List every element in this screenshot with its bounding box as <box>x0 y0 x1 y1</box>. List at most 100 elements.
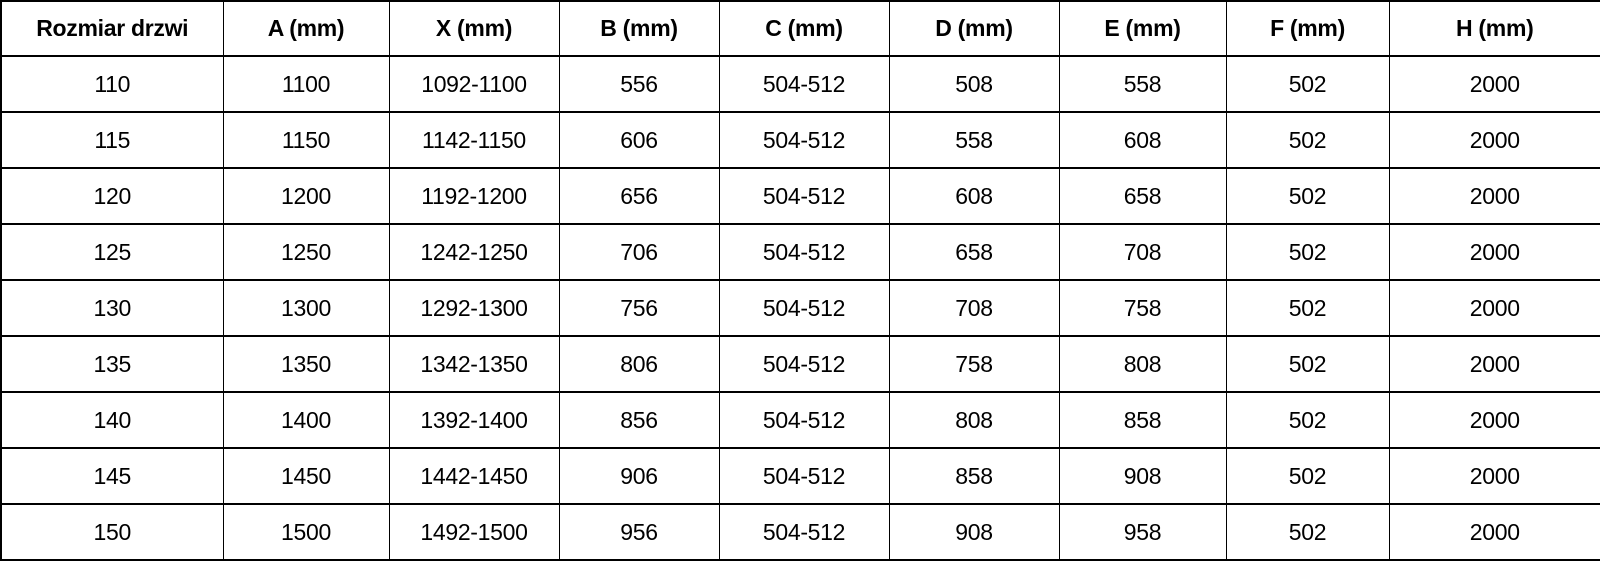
column-header: H (mm) <box>1388 0 1600 57</box>
table-cell: 502 <box>1225 447 1390 505</box>
table-cell: 1092-1100 <box>388 55 560 113</box>
table-cell: 2000 <box>1388 223 1600 281</box>
table-cell: 608 <box>888 167 1060 225</box>
table-cell: 758 <box>1058 279 1227 337</box>
table-header: Rozmiar drzwi A (mm) X (mm) B (mm) C (mm) D (… <box>0 0 1600 57</box>
table-cell: 110 <box>0 55 224 113</box>
table-row: 130 1300 1292-1300 756 504-512 708 758 502 2000 <box>0 279 1600 337</box>
table-cell: 1400 <box>222 391 390 449</box>
table-cell: 1142-1150 <box>388 111 560 169</box>
table-cell: 140 <box>0 391 224 449</box>
table-cell: 2000 <box>1388 335 1600 393</box>
table-cell: 135 <box>0 335 224 393</box>
table-cell: 1442-1450 <box>388 447 560 505</box>
table-cell: 858 <box>888 447 1060 505</box>
table-cell: 2000 <box>1388 391 1600 449</box>
table-cell: 130 <box>0 279 224 337</box>
table-row: 135 1350 1342-1350 806 504-512 758 808 502 2000 <box>0 335 1600 393</box>
table-cell: 1342-1350 <box>388 335 560 393</box>
table-cell: 502 <box>1225 279 1390 337</box>
table-cell: 708 <box>888 279 1060 337</box>
table-cell: 120 <box>0 167 224 225</box>
table-cell: 1500 <box>222 503 390 561</box>
table-cell: 502 <box>1225 335 1390 393</box>
table-cell: 504-512 <box>718 167 890 225</box>
table-cell: 2000 <box>1388 279 1600 337</box>
table-cell: 858 <box>1058 391 1227 449</box>
table-cell: 658 <box>1058 167 1227 225</box>
table-cell: 504-512 <box>718 223 890 281</box>
table-cell: 658 <box>888 223 1060 281</box>
table-cell: 150 <box>0 503 224 561</box>
table-cell: 502 <box>1225 167 1390 225</box>
table-cell: 504-512 <box>718 111 890 169</box>
table-cell: 2000 <box>1388 167 1600 225</box>
column-header: F (mm) <box>1225 0 1390 57</box>
table-cell: 1392-1400 <box>388 391 560 449</box>
table-cell: 502 <box>1225 111 1390 169</box>
table-cell: 2000 <box>1388 55 1600 113</box>
table-cell: 558 <box>1058 55 1227 113</box>
table-row: 125 1250 1242-1250 706 504-512 658 708 502 2000 <box>0 223 1600 281</box>
table-cell: 502 <box>1225 391 1390 449</box>
table-cell: 656 <box>558 167 720 225</box>
table-cell: 606 <box>558 111 720 169</box>
table-cell: 556 <box>558 55 720 113</box>
table-cell: 502 <box>1225 503 1390 561</box>
table-cell: 2000 <box>1388 503 1600 561</box>
table-cell: 706 <box>558 223 720 281</box>
column-header: B (mm) <box>558 0 720 57</box>
table-cell: 856 <box>558 391 720 449</box>
table-cell: 504-512 <box>718 55 890 113</box>
table-row: 150 1500 1492-1500 956 504-512 908 958 502 2000 <box>0 503 1600 561</box>
table-cell: 1242-1250 <box>388 223 560 281</box>
table-cell: 1350 <box>222 335 390 393</box>
table-body: 110 1100 1092-1100 556 504-512 508 558 502 2000 1… <box>0 55 1600 561</box>
table-cell: 504-512 <box>718 503 890 561</box>
column-header: E (mm) <box>1058 0 1227 57</box>
table-cell: 908 <box>1058 447 1227 505</box>
table-cell: 508 <box>888 55 1060 113</box>
column-header: X (mm) <box>388 0 560 57</box>
table-cell: 1450 <box>222 447 390 505</box>
table-cell: 558 <box>888 111 1060 169</box>
table-cell: 808 <box>888 391 1060 449</box>
table-cell: 504-512 <box>718 447 890 505</box>
table-cell: 756 <box>558 279 720 337</box>
table-row: 140 1400 1392-1400 856 504-512 808 858 502 2000 <box>0 391 1600 449</box>
table-cell: 1200 <box>222 167 390 225</box>
table-cell: 906 <box>558 447 720 505</box>
table-cell: 806 <box>558 335 720 393</box>
table-cell: 908 <box>888 503 1060 561</box>
table-cell: 1250 <box>222 223 390 281</box>
table-cell: 1292-1300 <box>388 279 560 337</box>
table-cell: 958 <box>1058 503 1227 561</box>
column-header: C (mm) <box>718 0 890 57</box>
table-cell: 1300 <box>222 279 390 337</box>
table-header-row: Rozmiar drzwi A (mm) X (mm) B (mm) C (mm) D (… <box>0 0 1600 57</box>
table-row: 115 1150 1142-1150 606 504-512 558 608 502 2000 <box>0 111 1600 169</box>
table-cell: 125 <box>0 223 224 281</box>
table-cell: 956 <box>558 503 720 561</box>
table-cell: 504-512 <box>718 391 890 449</box>
table-cell: 708 <box>1058 223 1227 281</box>
table-cell: 1150 <box>222 111 390 169</box>
table-cell: 502 <box>1225 55 1390 113</box>
table-row: 120 1200 1192-1200 656 504-512 608 658 502 2000 <box>0 167 1600 225</box>
table-cell: 2000 <box>1388 447 1600 505</box>
table-cell: 1492-1500 <box>388 503 560 561</box>
table-cell: 2000 <box>1388 111 1600 169</box>
column-header: D (mm) <box>888 0 1060 57</box>
table-cell: 1100 <box>222 55 390 113</box>
table-row: 110 1100 1092-1100 556 504-512 508 558 502 2000 <box>0 55 1600 113</box>
table-cell: 115 <box>0 111 224 169</box>
column-header: Rozmiar drzwi <box>0 0 224 57</box>
table-cell: 808 <box>1058 335 1227 393</box>
table-cell: 758 <box>888 335 1060 393</box>
table-cell: 1192-1200 <box>388 167 560 225</box>
column-header: A (mm) <box>222 0 390 57</box>
table-cell: 504-512 <box>718 335 890 393</box>
table-row: 145 1450 1442-1450 906 504-512 858 908 502 2000 <box>0 447 1600 505</box>
table-cell: 145 <box>0 447 224 505</box>
